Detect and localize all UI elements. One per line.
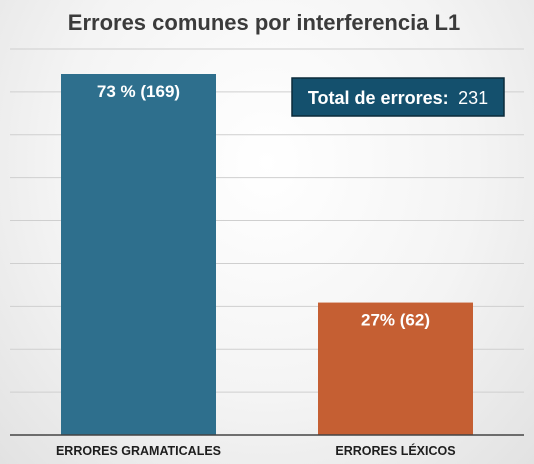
bars: 73 % (169) 27% (62) [61, 74, 473, 435]
bar-1 [61, 74, 216, 435]
x-tick-labels: ERRORES GRAMATICALES ERRORES LÉXICOS [56, 443, 456, 458]
total-errors-value: 231 [458, 88, 488, 108]
svg-text:Total de errores: 231: Total de errores: 231 [308, 88, 488, 108]
bar-2 [318, 302, 473, 435]
total-errors-label: Total de errores: [308, 88, 449, 108]
total-errors-box: Total de errores: 231 [291, 77, 505, 117]
bar-data-label: 73 % (169) [97, 82, 180, 101]
x-tick-label: ERRORES GRAMATICALES [56, 444, 221, 458]
bar-data-label: 27% (62) [361, 311, 430, 330]
chart-title: Errores comunes por interferencia L1 [68, 10, 460, 35]
x-tick-label: ERRORES LÉXICOS [335, 443, 455, 458]
